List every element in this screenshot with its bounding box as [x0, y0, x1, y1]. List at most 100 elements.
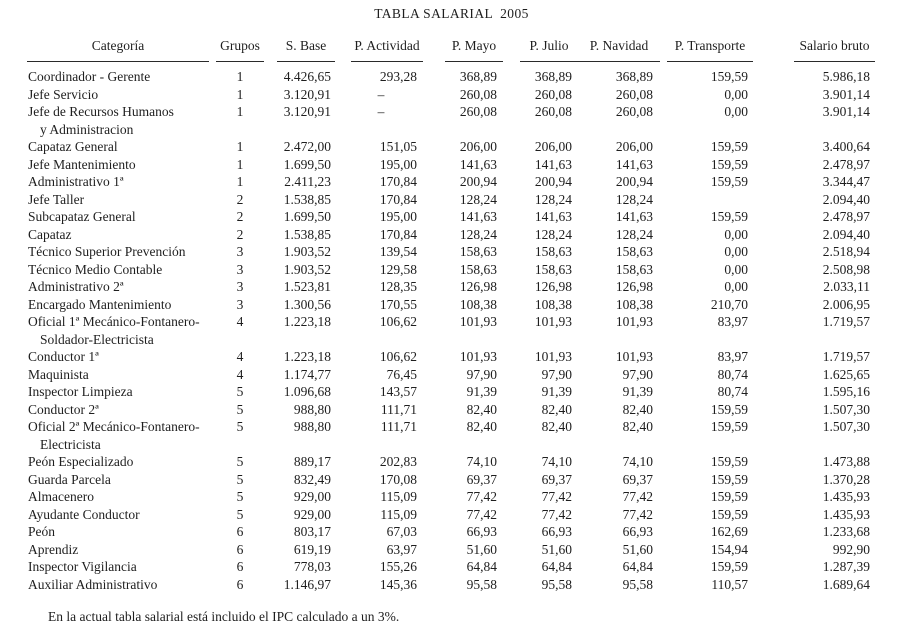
column-header-label: Salario bruto	[799, 38, 870, 53]
cell-categoria: Subcapataz General	[27, 208, 215, 226]
cell-grupos: 4	[236, 349, 244, 364]
cell-p_navidad: 260,08	[615, 104, 653, 119]
cell-p_mayo: 158,63	[459, 261, 497, 277]
cell-categoria: Administrativo 1ª	[27, 173, 215, 191]
cell-p_navidad: 108,38	[615, 296, 653, 312]
cell-categoria: Inspector Limpieza	[27, 383, 215, 401]
cell-p_transporte: 159,59	[710, 489, 748, 504]
column-header-underline	[794, 61, 875, 62]
category-name: Ayudante Conductor	[28, 506, 140, 522]
cell-p_julio: 95,58	[541, 576, 572, 592]
cell-p_transporte: 159,59	[710, 209, 748, 224]
table-row: Jefe Servicio 1 3.120,91 – 260,08 260,08 260,0…	[27, 86, 875, 104]
cell-p_actividad: 115,09	[380, 506, 417, 522]
category-name: Aprendiz	[28, 541, 79, 557]
table-row: Jefe Mantenimiento 1 1.699,50 195,00 141,63 1…	[27, 156, 875, 174]
cell-s_base: 778,03	[293, 559, 331, 574]
table-row: Conductor 2ª 5 988,80 111,71 82,40 82,40 82,40…	[27, 401, 875, 419]
cell-s_base: 803,17	[293, 524, 331, 539]
cell-salario_bruto: 3.400,64	[822, 139, 870, 154]
cell-categoria: Jefe Servicio	[27, 86, 215, 104]
cell-salario_bruto: 1.473,88	[822, 454, 870, 469]
cell-p_transporte: 80,74	[717, 366, 748, 382]
cell-salario_bruto: 1.287,39	[822, 559, 870, 574]
cell-s_base: 4.426,65	[283, 69, 331, 84]
cell-s_base: 988,80	[293, 401, 331, 417]
category-name: Auxiliar Administrativo	[28, 576, 158, 592]
column-header-label: Grupos	[220, 38, 260, 53]
cell-salario_bruto: 5.986,18	[822, 69, 870, 84]
cell-categoria: Almacenero	[27, 488, 215, 506]
cell-p_navidad: 101,93	[615, 314, 653, 329]
cell-p_navidad: 141,63	[615, 156, 653, 172]
cell-p_transporte: 0,00	[724, 226, 748, 242]
cell-p_actividad: 106,62	[379, 349, 417, 364]
category-name: Inspector Limpieza	[28, 384, 133, 399]
column-header-underline	[277, 61, 335, 62]
cell-categoria: Técnico Superior Prevención	[27, 243, 215, 261]
cell-s_base: 1.903,52	[283, 244, 331, 259]
cell-s_base: 889,17	[293, 454, 331, 469]
category-name: Oficial 1ª Mecánico-Fontanero-	[28, 314, 200, 329]
cell-p_navidad: 260,08	[615, 86, 653, 102]
cell-grupos: 1	[236, 174, 244, 189]
table-row: Peón 6 803,17 67,03 66,93 66,93 66,93 162,69 1.2…	[27, 523, 875, 541]
column-header-label: P. Julio	[529, 38, 569, 53]
cell-p_actividad: 111,71	[380, 401, 417, 417]
cell-s_base: 988,80	[293, 419, 331, 434]
cell-grupos: 5	[236, 401, 244, 417]
cell-categoria: Jefe Mantenimiento	[27, 156, 215, 174]
cell-grupos: 5	[236, 489, 244, 504]
cell-p_actividad: 170,84	[379, 226, 417, 242]
cell-p_navidad: 74,10	[622, 454, 653, 469]
table-row: Administrativo 1ª 1 2.411,23 170,84 200,94 20…	[27, 173, 875, 191]
cell-categoria: Inspector Vigilancia	[27, 558, 215, 576]
cell-p_transporte: 159,59	[710, 454, 748, 469]
cell-p_julio: 158,63	[534, 244, 572, 259]
cell-grupos: 5	[236, 471, 244, 487]
cell-p_actividad: 145,36	[379, 576, 417, 592]
cell-p_actividad: 106,62	[379, 314, 417, 329]
cell-s_base: 2.472,00	[283, 139, 331, 154]
cell-salario_bruto: 3.344,47	[822, 174, 870, 189]
table-row: Capataz 2 1.538,85 170,84 128,24 128,24 128,24…	[27, 226, 875, 244]
column-header-label: S. Base	[285, 38, 327, 53]
category-name: Maquinista	[28, 366, 89, 382]
column-header-label: P. Actividad	[354, 38, 420, 53]
cell-categoria: Técnico Medio Contable	[27, 261, 215, 279]
category-name: Oficial 2ª Mecánico-Fontanero-	[28, 419, 200, 434]
cell-categoria: Oficial 2ª Mecánico-Fontanero- Electricis…	[27, 418, 215, 453]
column-header-label: P. Navidad	[589, 38, 649, 53]
category-name-line2: y Administracion	[40, 121, 134, 137]
column-header-underline	[351, 61, 423, 62]
cell-p_navidad: 82,40	[622, 419, 653, 434]
cell-categoria: Oficial 1ª Mecánico-Fontanero- Soldador-E…	[27, 313, 215, 348]
cell-salario_bruto: 2.006,95	[822, 296, 870, 312]
cell-salario_bruto: 2.508,98	[822, 261, 870, 277]
category-name: Técnico Superior Prevención	[28, 244, 186, 259]
cell-p_julio: 51,60	[541, 541, 572, 557]
cell-p_actividad: 129,58	[379, 261, 417, 277]
cell-p_navidad: 128,24	[615, 191, 653, 207]
cell-salario_bruto: 1.625,65	[822, 366, 870, 382]
table-row: Guarda Parcela 5 832,49 170,08 69,37 69,37 69,…	[27, 471, 875, 489]
category-name: Almacenero	[28, 489, 94, 504]
cell-p_julio: 77,42	[541, 489, 572, 504]
cell-p_actividad: 76,45	[386, 366, 417, 382]
cell-grupos: 1	[236, 104, 244, 119]
cell-s_base: 1.223,18	[283, 349, 331, 364]
cell-s_base: 1.699,50	[283, 156, 331, 172]
table-row: Oficial 2ª Mecánico-Fontanero- Electricis…	[27, 418, 875, 453]
cell-s_base: 1.146,97	[283, 576, 331, 592]
cell-p_julio: 368,89	[534, 69, 572, 84]
cell-p_mayo: 91,39	[466, 384, 497, 399]
cell-grupos: 2	[236, 209, 244, 224]
cell-p_mayo: 95,58	[466, 576, 497, 592]
cell-categoria: Conductor 1ª	[27, 348, 215, 366]
cell-salario_bruto: 2.518,94	[822, 244, 870, 259]
cell-p_actividad: 170,08	[379, 471, 417, 487]
cell-s_base: 1.903,52	[283, 261, 331, 277]
table-row: Oficial 1ª Mecánico-Fontanero- Soldador-E…	[27, 313, 875, 348]
cell-grupos: 6	[236, 541, 244, 557]
cell-grupos: 5	[236, 454, 244, 469]
